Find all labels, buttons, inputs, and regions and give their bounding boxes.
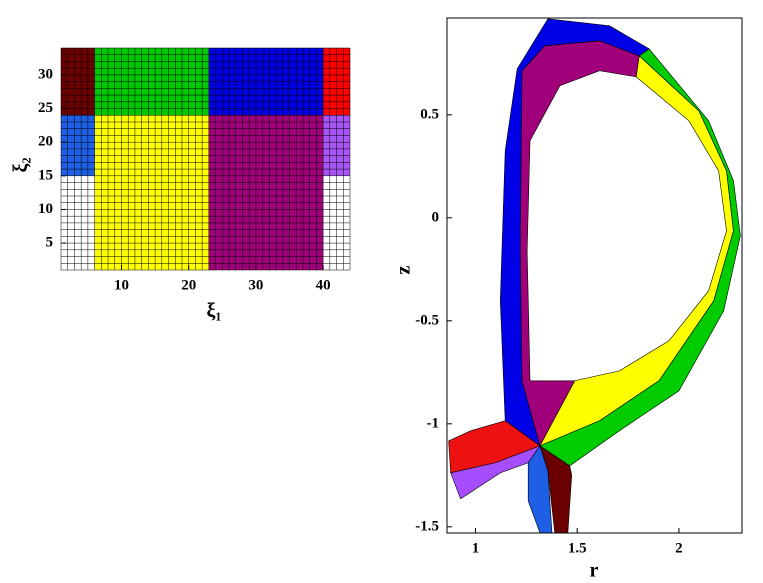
y-axis-label: ξ₂ [10, 158, 32, 173]
x-axis-label: r [590, 560, 599, 582]
logical-mesh: 10 20 30 40 5 10 15 20 25 30 ξ₁ ξ₂ [10, 47, 351, 322]
y-tick-label: 20 [38, 134, 53, 150]
y-tick-label: 25 [38, 100, 53, 116]
y-tick-label: 0.5 [420, 106, 439, 122]
physical-mesh: 1 1.5 2 -1.5 -1 -0.5 0 0.5 r z [393, 17, 743, 582]
y-axis-label: z [393, 265, 415, 274]
x-tick-label: 2 [675, 540, 683, 556]
y-tick-label: -1.5 [415, 518, 439, 534]
block [94, 115, 209, 270]
x-tick-label: 1.5 [568, 540, 587, 556]
y-tick-label: 5 [46, 235, 54, 251]
y-tick-label: -1 [427, 415, 440, 431]
plot-frame [446, 17, 743, 534]
y-tick-label: 15 [38, 167, 53, 183]
block [61, 115, 95, 176]
x-tick-label: 30 [248, 277, 263, 293]
x-tick-label: 10 [114, 277, 129, 293]
x-tick-label: 1 [472, 540, 480, 556]
y-tick-label: 30 [38, 66, 53, 82]
y-tick-label: 0 [432, 209, 440, 225]
block [208, 115, 324, 270]
y-tick-label: -0.5 [415, 312, 439, 328]
x-tick-label: 20 [181, 277, 196, 293]
x-axis-label: ξ₁ [207, 300, 222, 322]
y-tick-label: 10 [38, 201, 53, 217]
x-tick-label: 40 [316, 277, 331, 293]
